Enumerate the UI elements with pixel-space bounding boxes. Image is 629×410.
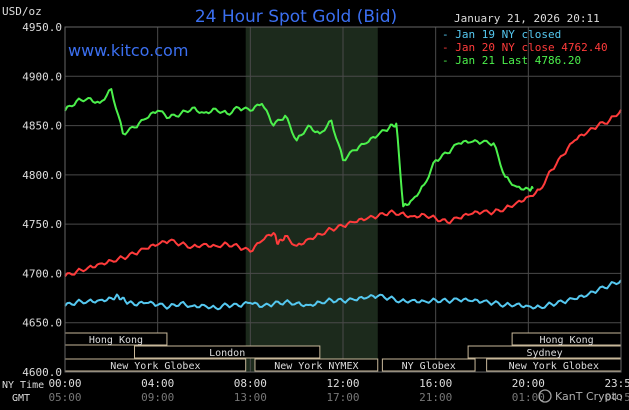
x-tick-label-ny: 04:00 xyxy=(141,377,174,390)
y-tick-label: 4600.0 xyxy=(22,366,62,379)
legend-entry-jan21: - Jan 21 Last 4786.20 xyxy=(442,54,581,67)
session-bar-label: London xyxy=(209,348,245,359)
x-tick-label-ny: 16:00 xyxy=(419,377,452,390)
y-tick-label: 4750.0 xyxy=(22,218,62,231)
session-bar-label: Hong Kong xyxy=(89,335,143,346)
session-bar-label: New York NYMEX xyxy=(274,361,358,372)
source-link[interactable]: www.kitco.com xyxy=(68,41,188,60)
series-line-1 xyxy=(64,279,622,311)
session-bar: London xyxy=(134,345,321,359)
x-tick-label-gmt: 01:00 xyxy=(512,391,545,404)
session-bar-label: Sydney xyxy=(526,348,562,359)
y-tick-label: 4950.0 xyxy=(22,21,62,34)
watermark-logo-icon xyxy=(538,389,552,403)
x-tick-label-ny: 12:00 xyxy=(326,377,359,390)
watermark: KanT Crypto xyxy=(538,389,623,403)
session-bar: NY Globex xyxy=(381,358,476,372)
x-tick-label-gmt: 04:59 xyxy=(604,391,629,404)
x-tick-label-ny: 20:00 xyxy=(512,377,545,390)
y-tick-label: 4900.0 xyxy=(22,70,62,83)
x-tick-label-gmt: 17:00 xyxy=(326,391,359,404)
session-bar-label: New York Globex xyxy=(509,361,599,372)
y-tick-label: 4850.0 xyxy=(22,120,62,133)
x-tick-label-ny: 00:00 xyxy=(48,377,81,390)
y-tick-label: 4650.0 xyxy=(22,317,62,330)
plot-frame xyxy=(64,26,622,373)
y-axis-unit-label: USD/oz xyxy=(2,5,42,18)
session-bar-box xyxy=(381,358,476,372)
y-tick-label: 4700.0 xyxy=(22,267,62,280)
shaded-trading-period xyxy=(245,27,378,372)
session-bar: Sydney xyxy=(467,345,622,359)
session-bar-label: New York Globex xyxy=(110,361,200,372)
legend: - Jan 19 NY closed - Jan 20 NY close 476… xyxy=(442,28,608,67)
session-bar: Hong Kong xyxy=(511,332,622,346)
watermark-text: KanT Crypto xyxy=(555,390,623,403)
x-tick-label-ny: 23:59 xyxy=(604,377,629,390)
session-bar: Hong Kong xyxy=(64,332,168,346)
chart-timestamp: January 21, 2026 20:11 xyxy=(454,12,600,25)
x-tick-label-gmt: 13:00 xyxy=(234,391,267,404)
ny-time-row-label: NY Time xyxy=(2,380,44,391)
chart-title: 24 Hour Spot Gold (Bid) xyxy=(195,7,397,27)
session-bar-box xyxy=(134,345,321,359)
series-line-2 xyxy=(64,109,622,277)
x-tick-label-gmt: 09:00 xyxy=(141,391,174,404)
session-bar-label: NY Globex xyxy=(402,361,456,372)
session-bar: New York Globex xyxy=(486,358,622,372)
gmt-row-label: GMT xyxy=(12,393,30,404)
legend-entry-jan19: - Jan 19 NY closed xyxy=(442,28,561,41)
x-tick-label-gmt: 21:00 xyxy=(419,391,452,404)
x-tick-label-ny: 08:00 xyxy=(234,377,267,390)
x-tick-label-gmt: 05:00 xyxy=(48,391,81,404)
session-bar: New York NYMEX xyxy=(254,358,379,372)
session-bar-label: Hong Kong xyxy=(539,335,593,346)
session-bar-box xyxy=(254,358,379,372)
y-tick-label: 4800.0 xyxy=(22,169,62,182)
session-bar: New York Globex xyxy=(64,358,247,372)
legend-entry-jan20: - Jan 20 NY close 4762.40 xyxy=(442,41,608,54)
series-line-3 xyxy=(64,88,534,208)
